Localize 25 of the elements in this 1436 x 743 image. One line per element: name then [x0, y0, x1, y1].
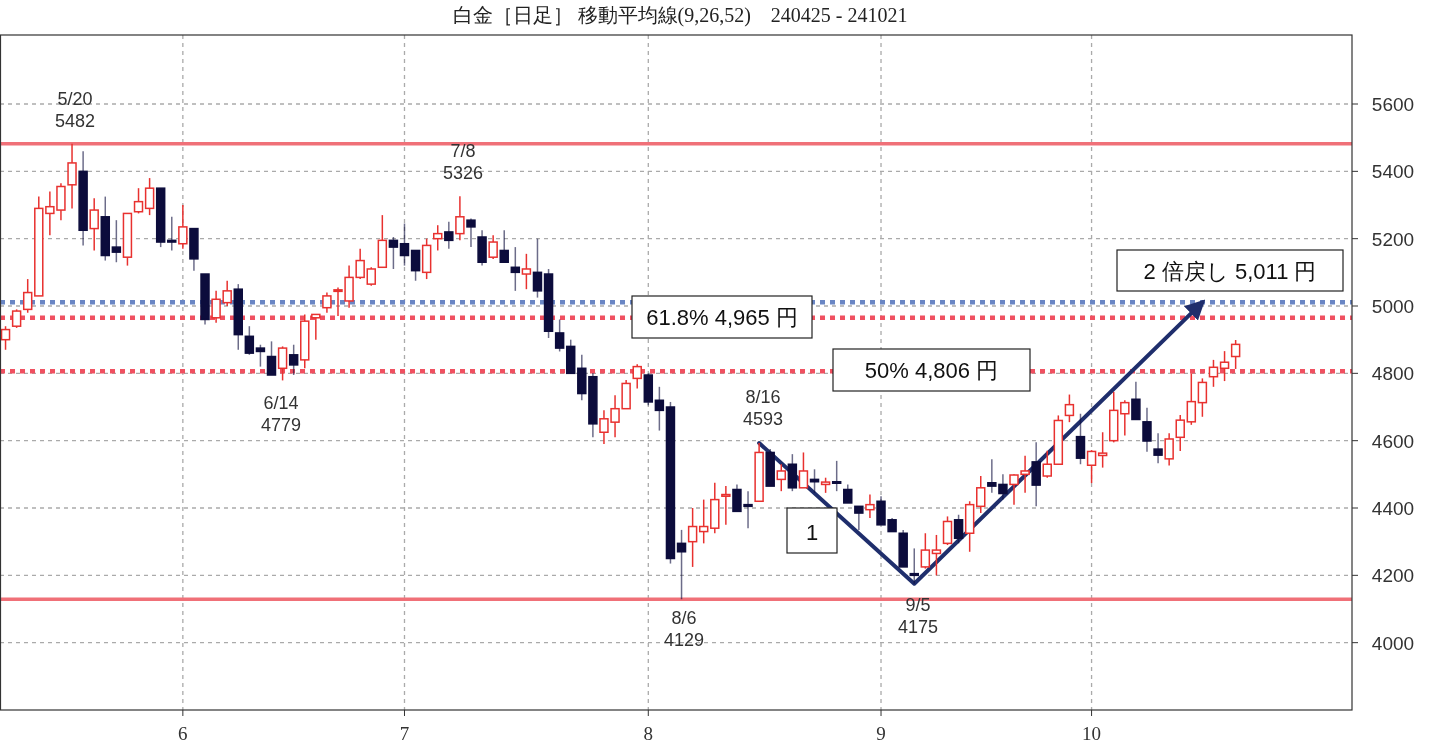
ref-line-label: 61.8% 4,965 円	[646, 305, 798, 330]
x-tick-label: 8	[643, 723, 654, 743]
x-tick-label: 6	[178, 723, 188, 743]
annotation: 9/5 4175	[897, 595, 939, 637]
y-tick-label: 4200	[1371, 565, 1415, 587]
annotation: 8/16 4593	[742, 387, 784, 429]
y-tick-label: 5600	[1371, 94, 1415, 116]
ref-line-label: 50% 4,806 円	[864, 358, 999, 383]
x-tick-label: 7	[399, 723, 410, 743]
annotation: 6/14 4779	[260, 393, 302, 435]
annotation: 1	[805, 520, 819, 545]
y-tick-label: 5400	[1371, 161, 1415, 183]
y-tick-label: 4000	[1371, 632, 1415, 654]
annotation: 8/6 4129	[663, 608, 705, 650]
y-tick-label: 4800	[1371, 363, 1415, 385]
annotation: 5/20 5482	[54, 89, 96, 131]
x-tick-label: 9	[876, 723, 886, 743]
chart-title: 白金［日足］ 移動平均線(9,26,52) 240425 - 241021	[452, 4, 908, 27]
y-tick-label: 4400	[1371, 498, 1415, 520]
y-tick-label: 5200	[1371, 228, 1415, 250]
ref-line-label: 2 倍戻し 5,011 円	[1143, 258, 1317, 284]
y-tick-label: 4600	[1371, 430, 1415, 452]
annotation: 7/8 5326	[442, 141, 484, 183]
x-tick-label: 10	[1082, 723, 1102, 743]
y-tick-label: 5000	[1371, 296, 1415, 318]
